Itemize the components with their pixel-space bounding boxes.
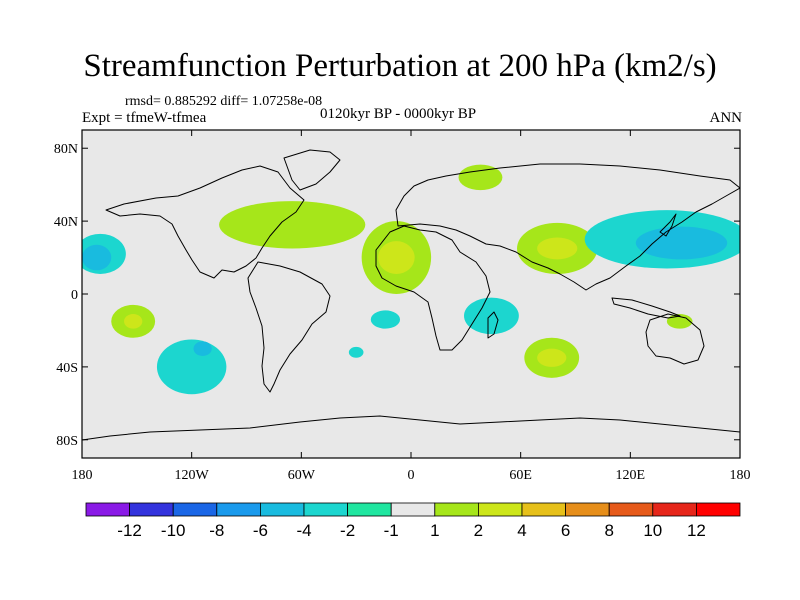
colorbar-level-label: -10	[161, 521, 186, 540]
coastline-eurasia-africa	[375, 163, 740, 351]
colorbar-swatch	[477, 502, 523, 517]
longitude-tick-label: 60E	[509, 468, 532, 483]
coastline-layer	[82, 149, 740, 441]
colorbar-level-label: 10	[643, 521, 662, 540]
colorbar-swatch	[521, 502, 566, 517]
anomaly-region-eastern-europe	[458, 164, 503, 191]
longitude-tick-label: 0	[408, 468, 415, 483]
latitude-tick-label: 80S	[56, 434, 78, 449]
anomaly-region-central-south-atlantic	[348, 346, 364, 358]
colorbar-swatch	[259, 502, 305, 517]
coastline-australia	[645, 313, 705, 365]
latitude-tick-label: 40S	[56, 361, 78, 376]
latitude-tick-label: 0	[71, 288, 78, 303]
anomaly-region-south-atlantic	[370, 310, 401, 329]
anomaly-region-south-pacific-east-core	[193, 341, 212, 356]
colorbar-level-label: -6	[253, 521, 268, 540]
colorbar-level-label: -8	[209, 521, 224, 540]
colorbar-level-label: 2	[474, 521, 483, 540]
colorbar-swatch	[434, 502, 479, 517]
anomaly-region-east-africa-madagascar	[464, 297, 519, 335]
colorbar-swatch	[347, 502, 392, 517]
colorbar-level-label: 12	[687, 521, 706, 540]
longitude-tick-label: 120E	[616, 468, 646, 483]
coastline-north-america	[105, 165, 305, 279]
colorbar-swatch	[696, 502, 741, 517]
anomaly-field-layer	[82, 164, 740, 395]
longitude-tick-label: 60W	[288, 468, 316, 483]
longitude-tick-label: 180	[72, 468, 93, 483]
anomaly-region-south-pacific-west-core	[124, 314, 143, 329]
latitude-tick-label: 80N	[54, 142, 78, 157]
colorbar-level-label: -4	[296, 521, 311, 540]
colorbar-swatch	[565, 502, 610, 517]
anomaly-region-north-pacific-east-core	[82, 244, 112, 271]
latitude-axis: 80N 40N 0 40S 80S	[54, 142, 740, 449]
rmsd-diff-stats: rmsd= 0.885292 diff= 1.07258e-08	[125, 94, 323, 109]
colorbar-swatch	[390, 502, 436, 517]
colorbar-swatch	[303, 502, 348, 517]
anomaly-region-south-asia-core	[537, 237, 578, 260]
anomaly-region-southern-indian-ocean-core	[537, 348, 567, 367]
season-label: ANN	[709, 110, 743, 126]
colorbar-level-label: 6	[561, 521, 570, 540]
experiment-label: Expt = tfmeW-tfmea	[82, 110, 207, 126]
anomaly-region-north-america-atlantic	[219, 201, 366, 249]
longitude-tick-label: 120W	[175, 468, 210, 483]
anomaly-region-tropical-atlantic-africa-core	[378, 241, 415, 274]
coastline-antarctica	[82, 415, 740, 441]
coastline-madagascar	[487, 311, 499, 339]
chart-title: Streamfunction Perturbation at 200 hPa (…	[83, 48, 717, 84]
colorbar-swatch	[608, 502, 654, 517]
colorbar-level-label: -12	[117, 521, 142, 540]
colorbar-swatch	[129, 502, 174, 517]
anomaly-region-northwest-pacific-core	[635, 226, 728, 260]
colorbar: -12 -10 -8 -6 -4 -2 -1 1 2 4 6 8 10 12	[85, 502, 741, 540]
anomaly-region-south-pacific-east	[156, 339, 227, 395]
colorbar-level-label: 4	[517, 521, 526, 540]
longitude-tick-label: 180	[730, 468, 751, 483]
latitude-tick-label: 40N	[54, 215, 78, 230]
colorbar-level-label: -2	[340, 521, 355, 540]
colorbar-swatch	[652, 502, 697, 517]
colorbar-swatch	[85, 502, 130, 517]
map-background-fill	[82, 130, 740, 458]
time-period-label: 0120kyr BP - 0000kyr BP	[320, 106, 477, 122]
colorbar-level-label: 1	[430, 521, 439, 540]
colorbar-swatch	[172, 502, 218, 517]
coastline-greenland	[283, 149, 341, 191]
coastline-south-america	[247, 261, 331, 393]
coastline-japan	[659, 213, 677, 237]
map-background	[82, 130, 740, 458]
colorbar-swatch	[216, 502, 261, 517]
longitude-axis: 180 120W 60W 0 60E 120E 180	[72, 130, 751, 483]
colorbar-level-label: -1	[384, 521, 399, 540]
coastline-indonesia	[611, 297, 681, 319]
colorbar-level-label: 8	[604, 521, 613, 540]
